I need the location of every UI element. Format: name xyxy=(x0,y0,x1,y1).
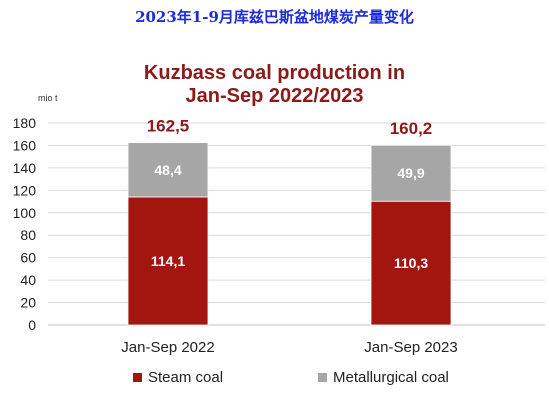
y-tick-label-180: 180 xyxy=(13,115,37,131)
x-tick-label-2: Jan-Sep 2023 xyxy=(364,339,457,356)
y-tick-label-0: 0 xyxy=(28,317,36,333)
legend-label-steam-coal: Steam coal xyxy=(148,369,224,386)
total-label-1: 162,5 xyxy=(147,117,190,136)
legend-label-metallurgical-coal: Metallurgical coal xyxy=(333,369,449,386)
data-label-metallurgical-coal-2: 49,9 xyxy=(397,165,424,181)
legend-swatch-steam-coal xyxy=(133,373,142,382)
legend-swatch-metallurgical-coal xyxy=(318,373,327,382)
x-tick-label-1: Jan-Sep 2022 xyxy=(121,339,214,356)
y-tick-label-140: 140 xyxy=(13,160,37,176)
chart-title-line-2: Jan-Sep 2022/2023 xyxy=(185,85,364,107)
page-title: 2023年1-9月库兹巴斯盆地煤炭产量变化 xyxy=(135,8,414,26)
bar-steam-coal-2 xyxy=(370,200,452,326)
y-tick-label-160: 160 xyxy=(13,137,37,153)
bar-steam-coal-1 xyxy=(127,196,209,326)
data-label-steam-coal-1: 114,1 xyxy=(151,253,185,269)
data-label-metallurgical-coal-1: 48,4 xyxy=(154,162,181,178)
y-tick-label-20: 20 xyxy=(20,295,36,311)
y-tick-label-60: 60 xyxy=(20,250,36,266)
y-tick-label-80: 80 xyxy=(20,227,36,243)
unit-label: mio t xyxy=(38,93,58,103)
chart-title-line-1: Kuzbass coal production in xyxy=(143,62,406,84)
y-tick-label-100: 100 xyxy=(13,205,37,221)
legend-item-steam-coal: Steam coal xyxy=(133,369,223,386)
bar-metallurgical-coal-2 xyxy=(370,144,452,202)
data-label-steam-coal-2: 110,3 xyxy=(394,255,428,271)
total-label-2: 160,2 xyxy=(390,119,433,138)
bar-metallurgical-coal-1 xyxy=(127,142,209,198)
y-tick-label-120: 120 xyxy=(13,182,37,198)
y-tick-label-40: 40 xyxy=(20,272,36,288)
legend-item-metallurgical-coal: Metallurgical coal xyxy=(318,369,449,386)
